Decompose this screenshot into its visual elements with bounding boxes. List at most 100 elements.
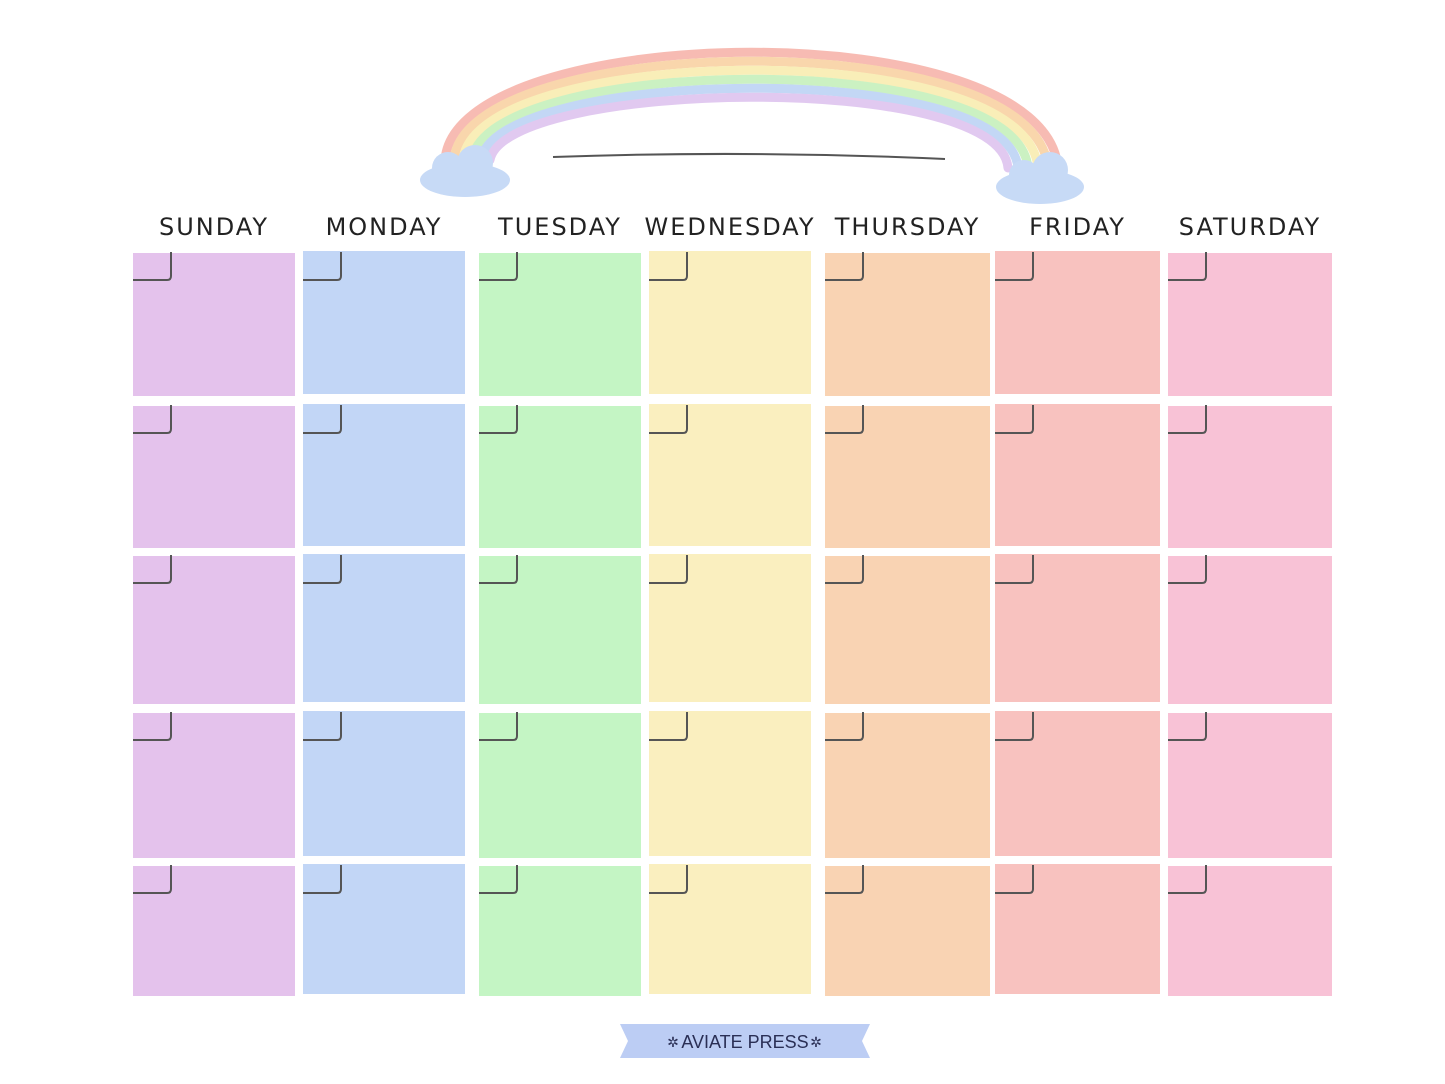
brand: AVIATE PRESS: [681, 1032, 808, 1052]
day-cell: [825, 555, 990, 704]
day-header: SUNDAY: [159, 213, 269, 241]
date-box: [825, 712, 864, 741]
cell: [649, 864, 811, 994]
day-cell: [1168, 712, 1332, 858]
day-header: MONDAY: [326, 213, 443, 241]
date-box: [825, 865, 864, 894]
day-cell: [133, 555, 295, 704]
cell: [649, 251, 811, 394]
date-box: [479, 865, 518, 894]
date-box: [479, 555, 518, 584]
day-cell: [1168, 405, 1332, 548]
day-cell: [479, 252, 641, 396]
date-box: [1168, 555, 1207, 584]
cell: [825, 253, 990, 396]
day-cell: [133, 405, 295, 548]
day-cell: [825, 712, 990, 858]
cell: [133, 253, 295, 396]
day-cell: [479, 865, 641, 996]
day-header: THURSDAY: [834, 213, 980, 241]
cell: [825, 866, 990, 996]
svg-text:✲: ✲: [810, 1035, 822, 1051]
date-box: [479, 712, 518, 741]
date-box: [133, 865, 172, 894]
svg-text:✲: ✲: [667, 1035, 679, 1051]
day-cell: [479, 555, 641, 704]
date-box: [1168, 405, 1207, 434]
date-box: [133, 252, 172, 281]
cell: [995, 554, 1160, 702]
cell: [649, 554, 811, 702]
cloud-right: [996, 152, 1084, 204]
day-cell: [995, 711, 1160, 856]
cell: [303, 864, 465, 994]
day-cell: [1168, 555, 1332, 704]
cell: [1168, 406, 1332, 548]
cell: [303, 404, 465, 546]
day-cell: [303, 404, 465, 546]
date-box: [649, 252, 688, 281]
day-cell: [825, 865, 990, 996]
cell: [1168, 713, 1332, 858]
cell: [1168, 556, 1332, 704]
day-cell: [1168, 252, 1332, 396]
date-box: [1168, 865, 1207, 894]
date-box: [649, 405, 688, 434]
day-cell: [649, 711, 811, 856]
cell: [303, 554, 465, 702]
cell: [479, 713, 641, 858]
day-cell: [303, 251, 465, 394]
day-cell: [825, 252, 990, 396]
cell: [133, 713, 295, 858]
day-cell: [649, 251, 811, 394]
day-cell: [133, 865, 295, 996]
cell: [479, 556, 641, 704]
date-box: [303, 865, 342, 894]
footer-banner: ✲ ✲ AVIATE PRESS: [620, 1024, 870, 1058]
date-box: [825, 405, 864, 434]
cell: [303, 711, 465, 856]
cell: [133, 556, 295, 704]
date-box: [303, 712, 342, 741]
date-box: [995, 712, 1034, 741]
cell: [825, 556, 990, 704]
date-box: [303, 555, 342, 584]
date-box: [995, 405, 1034, 434]
day-cell: [995, 251, 1160, 394]
day-cell: [1168, 865, 1332, 996]
day-cell: [649, 864, 811, 994]
date-box: [995, 865, 1034, 894]
date-box: [995, 252, 1034, 281]
cell: [479, 253, 641, 396]
day-cell: [995, 864, 1160, 994]
date-box: [479, 405, 518, 434]
cell: [1168, 866, 1332, 996]
rainbow: [440, 47, 1063, 173]
cell: [303, 251, 465, 394]
cloud-left: [420, 145, 510, 197]
date-box: [479, 252, 518, 281]
cell: [479, 866, 641, 996]
day-header: SATURDAY: [1179, 213, 1321, 241]
date-box: [825, 252, 864, 281]
date-box: [133, 555, 172, 584]
date-box: [1168, 252, 1207, 281]
cell: [133, 866, 295, 996]
date-box: [649, 555, 688, 584]
cell: [133, 406, 295, 548]
day-cell: [995, 404, 1160, 546]
date-box: [303, 252, 342, 281]
date-box: [303, 405, 342, 434]
cell: [479, 406, 641, 548]
day-cell: [133, 252, 295, 396]
date-box: [649, 865, 688, 894]
cell: [649, 404, 811, 546]
day-cell: [649, 404, 811, 546]
day-cell: [825, 405, 990, 548]
day-cell: [649, 554, 811, 702]
cell: [825, 406, 990, 548]
cell: [649, 711, 811, 856]
cell: [995, 251, 1160, 394]
cell: [825, 713, 990, 858]
